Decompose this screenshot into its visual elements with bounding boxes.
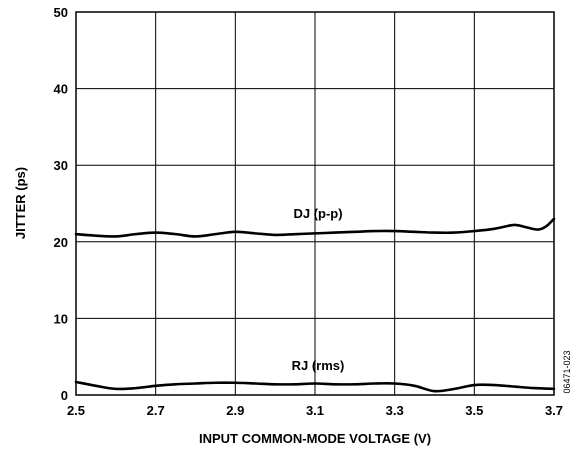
x-tick-label: 2.5 <box>67 403 85 418</box>
x-tick-label: 3.3 <box>386 403 404 418</box>
series-line-dj <box>74 217 556 238</box>
x-axis-title: INPUT COMMON-MODE VOLTAGE (V) <box>199 431 431 446</box>
x-tick-label: 2.7 <box>147 403 165 418</box>
series-curves <box>74 217 556 393</box>
y-tick-label: 20 <box>54 235 68 250</box>
x-tick-labels: 2.5 2.7 2.9 3.1 3.3 3.5 3.7 <box>67 403 563 418</box>
x-tick-label: 3.5 <box>465 403 483 418</box>
x-tick-label: 3.7 <box>545 403 563 418</box>
y-tick-label: 0 <box>61 388 68 403</box>
y-tick-label: 30 <box>54 158 68 173</box>
series-line-rj <box>74 380 556 393</box>
y-tick-label: 40 <box>54 82 68 97</box>
x-tick-label: 2.9 <box>226 403 244 418</box>
y-tick-labels: 0 10 20 30 40 50 <box>54 5 68 403</box>
series-label-rj: RJ (rms) <box>292 358 345 373</box>
plot-frame <box>75 11 555 396</box>
series-label-dj: DJ (p-p) <box>293 206 342 221</box>
y-tick-label: 50 <box>54 5 68 20</box>
x-tick-label: 3.1 <box>306 403 324 418</box>
y-tick-label: 10 <box>54 311 68 326</box>
grid-lines <box>75 11 555 396</box>
y-axis-title: JITTER (ps) <box>13 167 28 239</box>
figure-id: 06471-023 <box>562 350 572 393</box>
